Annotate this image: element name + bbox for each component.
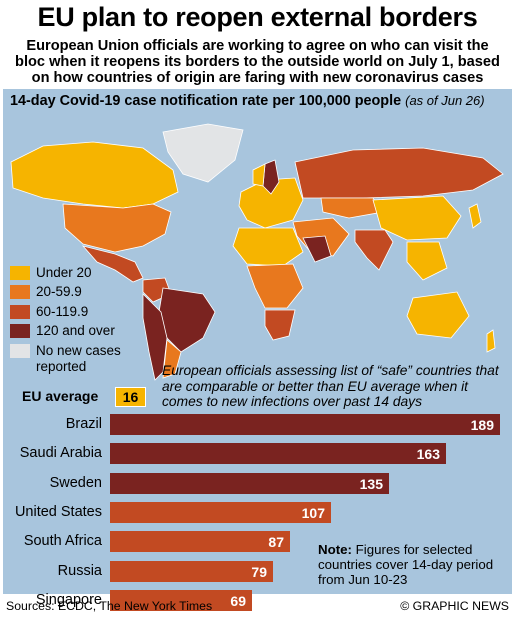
map-greenland bbox=[162, 123, 244, 183]
legend-label: 60-119.9 bbox=[36, 304, 89, 319]
footnote-text: Figures for selected countries cover 14-… bbox=[318, 542, 494, 587]
map-heading-text: 14-day Covid-19 case notification rate p… bbox=[10, 93, 402, 109]
map-japan bbox=[468, 203, 482, 229]
map-date: (as of Jun 26) bbox=[405, 93, 485, 108]
map-india bbox=[354, 229, 394, 271]
eu-average-label: EU average bbox=[22, 388, 99, 404]
eu-average-value: 16 bbox=[115, 387, 146, 407]
map-russia bbox=[294, 147, 504, 199]
credit: © GRAPHIC NEWS bbox=[400, 599, 509, 613]
map-central-africa bbox=[246, 263, 304, 309]
chart-title: EU plan to reopen external borders bbox=[37, 2, 478, 32]
map-new-zealand bbox=[486, 329, 496, 353]
map-peru-chile bbox=[142, 293, 168, 381]
map-mexico bbox=[81, 245, 144, 283]
map-canada bbox=[10, 141, 179, 209]
map-australia bbox=[406, 291, 470, 339]
note-text: European officials assessing list of “sa… bbox=[162, 363, 499, 409]
legend-label: 20-59.9 bbox=[36, 284, 82, 299]
map-north-africa bbox=[232, 227, 304, 267]
map-scandinavia bbox=[252, 163, 266, 187]
footnote: Note: Figures for selected countries cov… bbox=[318, 542, 508, 587]
sources: Sources: ECDC, The New York Times bbox=[6, 599, 213, 613]
map-south-africa bbox=[264, 309, 296, 341]
map-heading: 14-day Covid-19 case notification rate p… bbox=[10, 93, 485, 109]
map-saudi-arabia bbox=[302, 235, 332, 263]
legend-swatch bbox=[10, 344, 30, 358]
map-usa bbox=[62, 203, 172, 253]
map-se-asia bbox=[406, 241, 448, 281]
legend-label: Under 20 bbox=[36, 265, 92, 280]
legend-swatch bbox=[10, 305, 30, 319]
map-kazakhstan bbox=[320, 197, 384, 219]
map-china bbox=[372, 195, 462, 241]
legend-swatch bbox=[10, 324, 30, 338]
footnote-bold: Note: bbox=[318, 542, 352, 557]
world-map bbox=[10, 123, 504, 381]
legend-label: No new cases bbox=[36, 343, 121, 358]
legend-label: reported bbox=[36, 359, 87, 374]
legend-label: 120 and over bbox=[36, 323, 115, 338]
legend-swatch bbox=[10, 285, 30, 299]
map-argentina bbox=[162, 339, 182, 379]
legend-swatch bbox=[10, 266, 30, 280]
chart-subtitle: European Union officials are working to … bbox=[15, 38, 500, 86]
